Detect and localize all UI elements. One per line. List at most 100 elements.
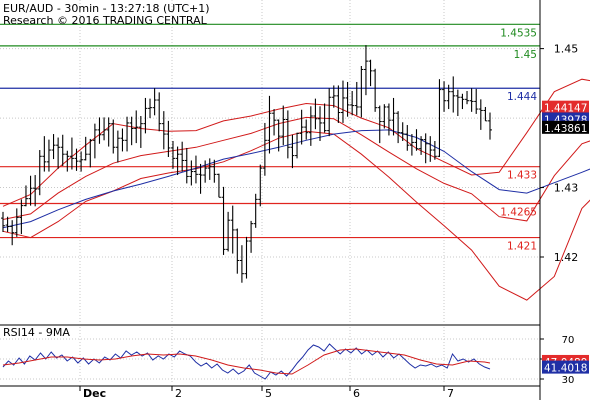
price-bar xyxy=(152,88,157,116)
price-bar xyxy=(455,89,460,117)
price-bar xyxy=(474,88,479,114)
price-bar xyxy=(359,65,364,118)
price-bar xyxy=(322,103,327,133)
bollinger-band-line xyxy=(2,116,590,222)
price-bar xyxy=(419,136,424,155)
x-tick-label: 2 xyxy=(175,387,182,400)
price-bar xyxy=(423,133,428,164)
price-bar xyxy=(230,205,235,254)
x-tick-label: 5 xyxy=(265,387,272,400)
price-bar xyxy=(92,123,97,159)
price-bar xyxy=(138,116,143,148)
price-bar xyxy=(14,208,19,237)
price-bar xyxy=(368,59,373,87)
price-bar xyxy=(221,186,226,255)
price-bar xyxy=(386,103,391,136)
price-bar xyxy=(88,138,93,168)
price-bar xyxy=(327,88,332,137)
price-bar xyxy=(304,119,309,140)
price-bar xyxy=(166,120,171,157)
x-tick-label: Dec xyxy=(83,387,106,400)
price-bar xyxy=(272,109,277,136)
price-bar xyxy=(51,134,56,160)
price-bar xyxy=(175,146,180,176)
price-tag-label: 1.43861 xyxy=(544,123,587,135)
grid xyxy=(0,0,540,383)
price-bar xyxy=(262,122,267,176)
level-label: 1.421 xyxy=(507,241,537,253)
price-bar xyxy=(396,111,401,144)
price-bar xyxy=(460,93,465,110)
price-bar xyxy=(226,211,231,252)
price-bar xyxy=(111,119,116,154)
price-bar xyxy=(295,132,300,159)
price-bar xyxy=(281,105,286,146)
price-bar xyxy=(235,228,240,274)
price-bar xyxy=(33,175,38,207)
rsi-title: RSI14 - 9MA xyxy=(3,326,70,339)
price-bar xyxy=(216,173,221,198)
chart-title: EUR/AUD - 30min - 13:27:18 (UTC+1) xyxy=(3,2,210,15)
price-tag-box xyxy=(542,120,589,134)
price-bar xyxy=(143,97,148,134)
price-bar xyxy=(170,141,175,169)
bollinger-band-line xyxy=(2,78,590,207)
level-label: 1.4535 xyxy=(500,27,537,39)
rsi-tag-box xyxy=(542,360,589,374)
price-bar xyxy=(363,45,368,96)
price-bar xyxy=(203,160,208,183)
price-bar xyxy=(299,109,304,145)
price-bar xyxy=(267,95,272,154)
price-bar xyxy=(391,97,396,136)
price-bar xyxy=(157,92,162,132)
price-bar xyxy=(42,136,47,172)
price-bar xyxy=(428,136,433,162)
price-bar xyxy=(97,117,102,144)
price-bar xyxy=(184,147,189,184)
rsi-panel xyxy=(2,343,491,380)
price-bar xyxy=(409,134,414,156)
y-tick-label: 1.45 xyxy=(554,43,579,56)
price-bar xyxy=(276,119,281,152)
price-bar xyxy=(345,81,350,117)
price-bar xyxy=(483,106,488,122)
price-bar xyxy=(19,199,24,235)
price-tag: 1.43861 xyxy=(542,120,589,135)
price-bar xyxy=(102,117,107,141)
price-bar xyxy=(65,150,70,172)
price-bar xyxy=(189,160,194,186)
price-bar xyxy=(193,155,198,184)
price-bar xyxy=(5,216,10,233)
price-bar xyxy=(285,110,290,159)
rsi-line xyxy=(2,343,491,380)
price-bar xyxy=(161,111,166,150)
price-bar xyxy=(23,185,28,207)
price-bar xyxy=(148,98,153,119)
price-bar xyxy=(249,220,254,253)
price-bar xyxy=(253,193,258,228)
price-bar xyxy=(207,158,212,180)
price-bar xyxy=(212,159,217,183)
price-bar xyxy=(83,136,88,161)
price-bar xyxy=(488,112,492,140)
level-lines: 1.4535 1.45 1.444 1.433 1.4265 1.421 xyxy=(0,23,540,253)
price-bar xyxy=(1,211,5,233)
price-bar xyxy=(331,85,336,108)
price-bar xyxy=(290,134,295,169)
price-bars xyxy=(1,45,492,283)
price-bar xyxy=(79,151,84,172)
level-label: 1.444 xyxy=(507,91,537,103)
price-bar xyxy=(239,245,244,283)
rsi-y-tick-label: 30 xyxy=(562,375,575,386)
price-bar xyxy=(469,88,474,112)
price-bar xyxy=(414,129,419,151)
price-bar xyxy=(244,236,249,279)
axes: 1.451.431.42705030Dec2567 xyxy=(0,0,578,400)
chart-copyright: Research © 2016 TRADING CENTRAL xyxy=(3,14,208,27)
price-bar xyxy=(354,81,359,116)
price-bar xyxy=(198,163,203,194)
price-bar xyxy=(120,128,125,152)
price-bar xyxy=(74,148,79,171)
